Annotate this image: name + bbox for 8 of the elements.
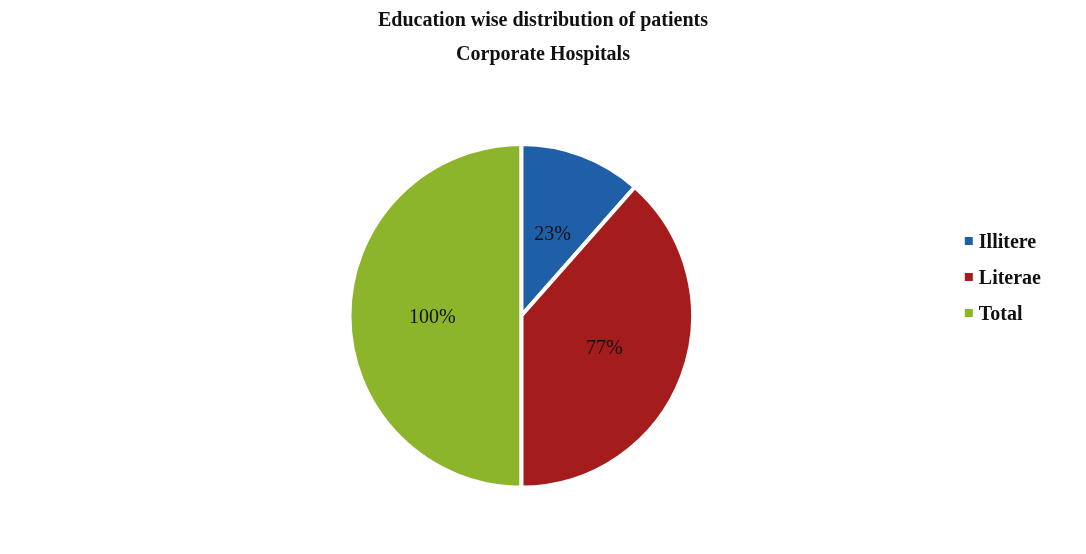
data-label: 23% — [534, 221, 572, 244]
chart-title: Education wise distribution of patients — [377, 8, 709, 31]
chart-subtitle: Corporate Hospitals — [456, 42, 631, 65]
legend-label: Total — [978, 302, 1023, 324]
data-label: 100% — [409, 304, 456, 327]
legend-label: Literae — [978, 266, 1042, 288]
legend-label: Illitere — [978, 230, 1037, 252]
data-label: 77% — [586, 336, 623, 359]
